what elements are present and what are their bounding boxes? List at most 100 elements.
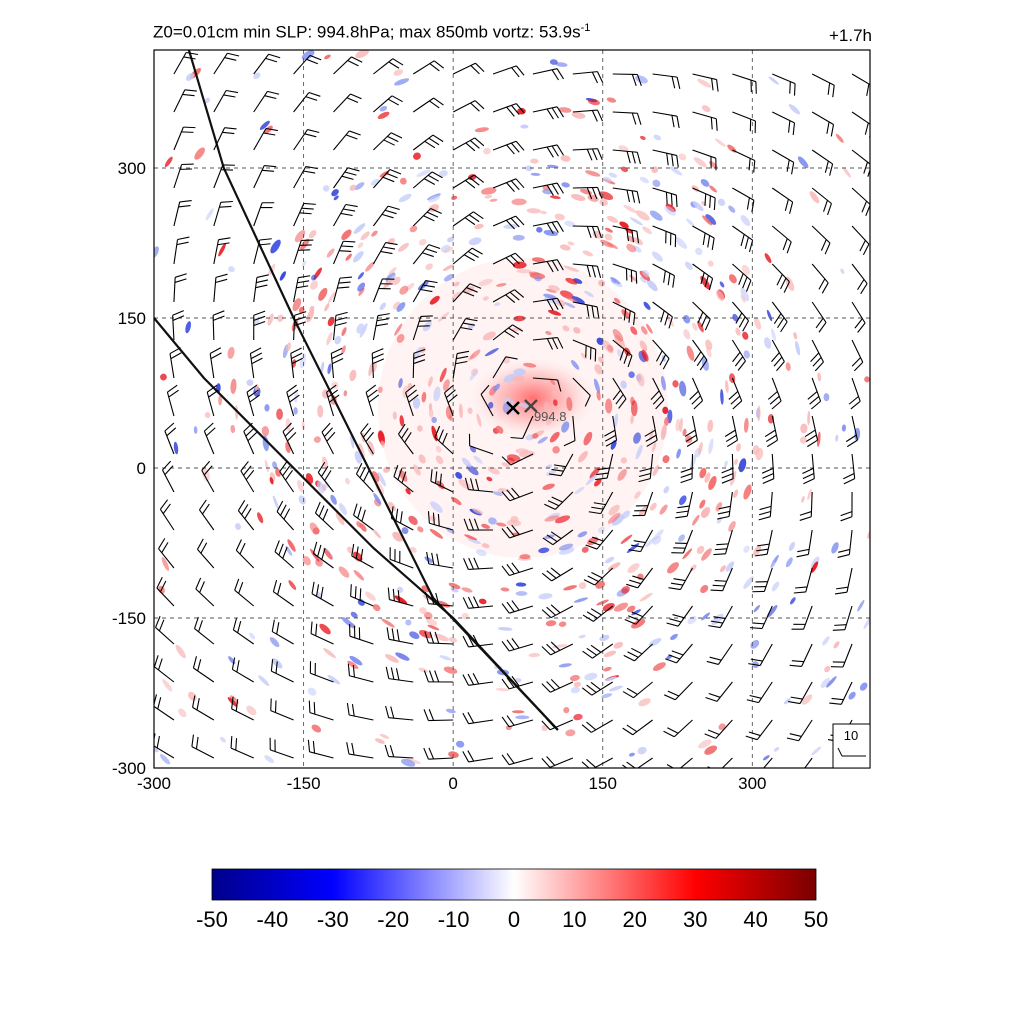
barb-feather <box>812 357 822 367</box>
wind-barb <box>452 174 485 189</box>
barb-feather <box>506 106 515 117</box>
barb-feather <box>628 310 631 323</box>
vorticity-patch <box>327 363 332 375</box>
barb-staff <box>532 377 558 381</box>
wind-barb <box>837 529 853 558</box>
barb-feather <box>385 241 398 246</box>
barb-feather <box>680 473 693 479</box>
barb-staff <box>801 643 813 667</box>
vorticity-patch <box>626 243 637 253</box>
barb-feather <box>626 583 638 589</box>
barb-feather <box>276 500 284 512</box>
vorticity-patch <box>578 634 586 639</box>
barb-staff <box>373 132 392 151</box>
vorticity-patch <box>511 710 525 714</box>
barb-feather <box>469 283 482 289</box>
barb-feather <box>511 105 520 115</box>
vorticity-patch <box>701 612 711 621</box>
barb-feather <box>799 511 812 516</box>
wind-barb <box>412 315 433 341</box>
barb-feather <box>792 122 796 135</box>
barb-feather <box>194 616 199 629</box>
barb-staff <box>293 315 296 341</box>
barb-staff <box>348 753 374 759</box>
barb-feather <box>591 305 595 318</box>
barb-feather <box>196 698 200 711</box>
barb-feather <box>475 62 485 73</box>
barb-feather <box>591 572 603 579</box>
wind-barb <box>829 681 853 705</box>
wind-barb <box>692 111 718 131</box>
wind-barb <box>253 165 277 189</box>
barb-staff <box>279 471 295 493</box>
vorticity-patch <box>697 739 712 749</box>
vorticity-patch <box>573 681 582 688</box>
barb-feather <box>304 133 317 138</box>
barb-feather <box>699 359 708 371</box>
vorticity-patch <box>482 331 496 341</box>
barb-staff <box>612 415 618 441</box>
vorticity-patch <box>379 105 388 112</box>
barb-feather <box>515 178 525 189</box>
barb-feather <box>156 735 160 749</box>
barb-staff <box>203 430 215 455</box>
barb-feather <box>435 592 440 605</box>
vorticity-patch <box>327 316 335 327</box>
vorticity-patch <box>573 597 589 603</box>
barb-feather <box>158 538 166 549</box>
barb-feather <box>793 83 796 96</box>
wind-barb <box>246 384 260 417</box>
barb-feather <box>315 584 320 597</box>
barb-feather <box>636 231 640 244</box>
wind-barb <box>213 89 239 113</box>
barb-feather <box>551 298 559 310</box>
barb-feather <box>767 391 778 400</box>
barb-feather <box>161 542 169 553</box>
vorticity-patch <box>356 521 362 528</box>
vorticity-patch <box>464 534 478 541</box>
vorticity-patch <box>408 515 418 525</box>
wind-barb <box>492 65 525 78</box>
barb-feather <box>675 515 688 519</box>
barb-feather <box>713 553 726 556</box>
wind-barb <box>622 681 653 699</box>
wind-barb <box>333 130 361 151</box>
barb-feather <box>272 579 278 592</box>
barb-staff <box>532 220 558 227</box>
wind-barb <box>159 499 175 531</box>
vorticity-patch <box>218 395 223 406</box>
wind-barb <box>430 469 454 493</box>
barb-feather <box>546 718 556 729</box>
barb-staff <box>550 681 574 693</box>
barb-feather <box>408 394 419 403</box>
barb-staff <box>492 178 517 189</box>
vorticity-patch <box>399 285 409 295</box>
vorticity-patch <box>573 327 581 334</box>
barb-staff <box>612 187 638 193</box>
barb-feather <box>192 656 197 669</box>
barb-feather <box>585 544 598 550</box>
barb-staff <box>591 681 614 696</box>
barb-feather <box>586 304 590 317</box>
vorticity-patch <box>377 430 385 444</box>
vorticity-patch <box>352 251 364 263</box>
barb-staff <box>716 681 733 702</box>
barb-feather <box>726 439 738 448</box>
barb-staff <box>692 111 717 120</box>
barb-staff <box>270 749 294 759</box>
barb-feather <box>556 68 565 80</box>
wind-barb <box>393 464 414 493</box>
vorticity-patch <box>424 556 434 563</box>
vorticity-patch <box>686 345 695 361</box>
barb-feather <box>671 115 675 128</box>
vorticity-patch <box>481 543 490 549</box>
vorticity-patch <box>714 138 726 147</box>
barb-staff <box>731 453 734 479</box>
wind-barb <box>253 274 269 303</box>
vorticity-patch <box>428 403 433 411</box>
barb-staff <box>851 225 870 245</box>
vorticity-patch <box>469 369 478 381</box>
barb-feather <box>550 531 562 540</box>
vorticity-patch <box>565 277 578 285</box>
barb-staff <box>612 339 633 356</box>
